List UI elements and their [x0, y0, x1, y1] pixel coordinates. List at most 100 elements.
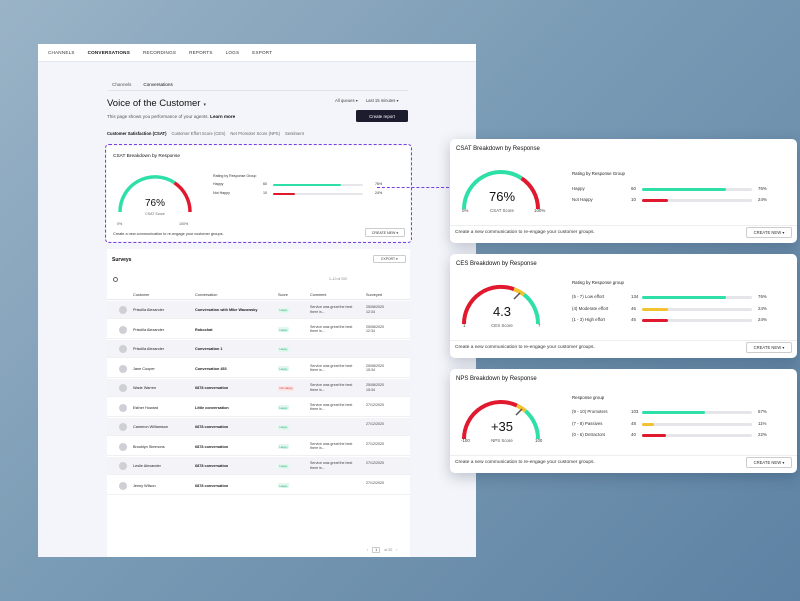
nav-reports[interactable]: REPORTS — [189, 50, 213, 55]
customer-name: Esther Howard — [133, 405, 159, 410]
column-score[interactable]: Score — [278, 293, 288, 297]
column-surveyed[interactable]: Surveyed — [366, 293, 383, 297]
page-number-input[interactable]: 1 — [372, 547, 381, 553]
column-customer[interactable]: Customer — [133, 293, 150, 297]
tab-nps[interactable]: Net Promoter Score (NPS) — [230, 131, 280, 136]
table-row[interactable]: Wade Warren 6878 conversation Not Happy Ser… — [107, 379, 410, 397]
create-new-label: CREATE NEW — [753, 345, 782, 350]
customer-name: Wade Warren — [133, 386, 157, 390]
row-label: Happy — [213, 182, 224, 186]
table-row[interactable]: Cameron Williamson 6878 conversation Happy… — [107, 418, 410, 436]
score-badge: Happy — [278, 424, 290, 430]
csat-panel: CSAT Breakdown by Response 76% CSAT Scor… — [107, 146, 410, 241]
table-row[interactable]: Leslie Alexander 6878 conversation Happy Se… — [107, 457, 410, 475]
search-icon[interactable] — [113, 277, 118, 282]
card-footer-text: Create a new communication to re-engage … — [455, 460, 595, 465]
row-bar-fill — [642, 188, 726, 191]
surveyed-time: 12:34 — [366, 309, 375, 314]
nav-recordings[interactable]: RECORDINGS — [142, 50, 177, 55]
create-new-button[interactable]: CREATE NEW ▾ — [365, 228, 405, 237]
nav-channels[interactable]: CHANNELS — [48, 50, 75, 55]
comment-text: Service was great the best there is... — [310, 324, 353, 334]
response-row-not-happy: Not Happy 10 24% — [572, 197, 792, 205]
table-row[interactable]: Priscilla Alexander Conversation 1 Happy — [107, 340, 410, 358]
conversation-link[interactable]: 6878 conversation — [195, 444, 229, 449]
csat-score: 76% — [488, 189, 516, 204]
conversation-link[interactable]: 6878 conversation — [195, 425, 229, 429]
csat-score-label: CSAT Score — [145, 212, 165, 216]
tab-channels[interactable]: Channels — [112, 82, 132, 87]
conversation-link[interactable]: 6878 conversation — [195, 386, 229, 390]
score-badge: Happy — [278, 366, 290, 371]
conversation-link[interactable]: Conversation with Mike Wazowsky — [195, 308, 258, 312]
page-title[interactable]: Voice of the Customer ▾ — [107, 98, 206, 109]
row-percent: 24% — [758, 317, 767, 322]
row-label: (1 - 3) High effort — [572, 317, 606, 322]
response-row-moderate-effort: (4) Moderate effort 46 24% — [572, 306, 792, 314]
create-new-button[interactable]: CREATE NEW ▾ — [746, 227, 792, 238]
tabs-divider — [108, 90, 408, 91]
comment-text: Service was great the best there is... — [310, 305, 353, 314]
score-badge: Happy — [278, 327, 290, 332]
score-badge: Not Happy — [278, 385, 295, 391]
nav-export[interactable]: EXPORT — [252, 50, 273, 55]
table-row[interactable]: Jenny Wilson 6878 conversation Happy 27/12/… — [107, 477, 410, 495]
time-filter[interactable]: Last 15 minutes ▾ — [365, 98, 399, 103]
nav-logs[interactable]: LOGS — [225, 50, 240, 55]
queues-filter[interactable]: All queues ▾ — [335, 98, 358, 103]
row-bar — [642, 308, 752, 311]
card-title: CSAT Breakdown by Response — [456, 146, 540, 152]
tab-csat[interactable]: Customer Satisfaction (CSAT) — [107, 131, 167, 136]
conversation-link[interactable]: Robochat — [195, 327, 213, 332]
row-bar — [642, 199, 752, 202]
customer-name: Jenny Wilson — [133, 483, 156, 488]
response-row-high-effort: (1 - 3) High effort 46 24% — [572, 317, 792, 325]
prev-page-icon[interactable]: ‹ — [367, 548, 369, 552]
surveyed-time: 12:34 — [366, 329, 375, 334]
avatar — [119, 442, 127, 451]
next-page-icon[interactable]: › — [396, 548, 398, 552]
conversation-link[interactable]: 6878 conversation — [195, 464, 229, 468]
column-conversation[interactable]: Conversation — [195, 293, 218, 297]
time-filter-label: Last 15 minutes — [365, 98, 396, 103]
customer-name: Priscilla Alexander — [133, 347, 165, 351]
create-new-button[interactable]: CREATE NEW ▾ — [746, 342, 792, 353]
customer-name: Priscilla Alexander — [133, 308, 165, 312]
conversation-link[interactable]: Little conversation — [195, 405, 229, 410]
pager-top: 1–10 of 200 — [329, 277, 347, 281]
response-row-passives: (7 - 8) Passives 48 11% — [572, 421, 792, 429]
surveyed-day: 25/08/2020 — [366, 363, 384, 368]
response-row-low-effort: (5 - 7) Low effort 134 76% — [572, 294, 792, 302]
nav-conversations[interactable]: CONVERSATIONS — [87, 50, 130, 55]
column-comment[interactable]: Comment — [310, 293, 327, 297]
table-row[interactable]: Priscilla Alexander Conversation with Mik… — [107, 301, 410, 319]
ces-gauge — [461, 284, 541, 325]
tab-ces[interactable]: Customer Effort Score (CES) — [171, 131, 226, 136]
surveyed-date: 25/08/2020 12:34 — [366, 325, 384, 334]
conversation-link[interactable]: 6878 conversation — [195, 483, 229, 488]
nps-card: NPS Breakdown by Response +35 NPS Score … — [450, 369, 797, 473]
row-bar — [273, 192, 363, 195]
create-report-button[interactable]: Create report — [356, 110, 408, 122]
gauge-max: 7 — [538, 323, 541, 328]
conversation-link[interactable]: Conversation 1 — [195, 347, 223, 351]
score-badge: Happy — [278, 307, 290, 313]
table-row[interactable]: Priscilla Alexander Robochat Happy Service … — [107, 321, 410, 339]
comment-text: Service was great the best there is... — [310, 402, 353, 412]
customer-name: Jane Cooper — [133, 366, 155, 371]
table-row[interactable]: Brooklyn Simmons 6878 conversation Happy Se… — [107, 438, 410, 456]
chevron-down-icon[interactable]: ▾ — [203, 102, 206, 108]
card-divider — [450, 225, 797, 226]
tab-sentiment[interactable]: Sentiment — [284, 131, 304, 136]
surveyed-day: 27/12/2020 — [366, 402, 384, 407]
row-count: 103 — [631, 409, 639, 414]
conversation-link[interactable]: Conversation 453 — [195, 366, 227, 371]
export-button[interactable]: EXPORT ▾ — [373, 255, 406, 263]
table-row[interactable]: Jane Cooper Conversation 453 Happy Service … — [107, 360, 410, 378]
card-footer-text: Create a new communication to re-engage … — [455, 230, 595, 235]
table-row[interactable]: Esther Howard Little conversation Happy Ser… — [107, 399, 410, 417]
row-label: Not Happy — [213, 191, 230, 195]
response-row-promoters: (9 - 10) Promoters 103 57% — [572, 409, 792, 417]
create-new-button[interactable]: CREATE NEW ▾ — [746, 457, 792, 468]
learn-more-link[interactable]: Learn more — [210, 114, 236, 119]
